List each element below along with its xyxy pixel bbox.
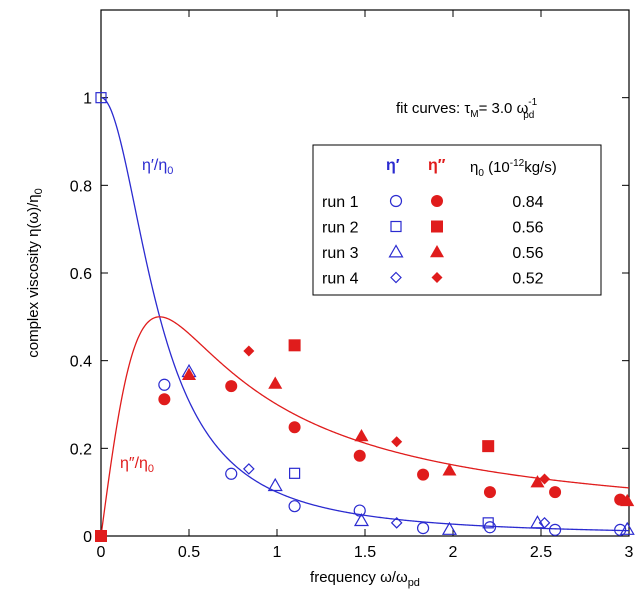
x-tick-label: 2.5 (530, 544, 552, 561)
circle-real-point (614, 523, 627, 536)
x-tick-label: 0 (97, 544, 106, 561)
triangle-real-point (441, 521, 458, 535)
x-tick-label: 2 (449, 544, 458, 561)
x-axis-title: frequency ω/ωpd (310, 569, 420, 589)
legend-marker-imag (431, 272, 443, 283)
legend-header-eta0: η0 (10-12kg/s) (470, 158, 557, 179)
legend-marker-real (390, 271, 402, 284)
triangle-real-point (267, 477, 283, 492)
imag-curve-label: η″/η0 (120, 455, 154, 475)
triangle-real-point (353, 512, 370, 527)
circle-real-point (225, 467, 238, 480)
legend-marker-imag (431, 195, 443, 207)
diamond-real-point (242, 463, 255, 475)
circle-real-point (158, 378, 171, 391)
legend-row-label: run 3 (322, 245, 359, 262)
circle-imag-point (549, 486, 562, 499)
circle-real-point (548, 523, 562, 536)
triangle-real-point (619, 521, 635, 535)
y-tick-label: 0.4 (70, 354, 92, 371)
legend-row-eta0: 0.84 (512, 194, 543, 211)
y-axis-title: complex viscosity η(ω)/η0 (25, 188, 45, 358)
triangle-imag-point (268, 376, 283, 389)
legend-row-label: run 2 (322, 220, 359, 237)
square-imag-point (95, 530, 107, 542)
legend-row-eta0: 0.56 (512, 245, 543, 262)
real-fit-curve (100, 97, 630, 532)
fit-note: fit curves: τM= 3.0 ω-1 pd (396, 97, 538, 121)
diamond-real-point (538, 517, 551, 529)
circle-imag-point (225, 380, 238, 393)
x-tick-label: 1.5 (354, 544, 376, 561)
x-tick-label: 3 (625, 544, 634, 561)
x-tick-label: 1 (273, 544, 282, 561)
circle-real-point (416, 522, 430, 535)
axis-ticks: 0 0.5 1 1.5 2 2.5 3 0 0.2 0.4 0.6 0.8 1 (70, 10, 634, 561)
circle-real-point (288, 500, 301, 513)
x-tick-label: 0.5 (178, 544, 200, 561)
y-tick-label: 0.8 (70, 178, 92, 195)
triangle-imag-point (530, 475, 545, 488)
legend-marker-real (390, 220, 402, 233)
legend-row-eta0: 0.56 (512, 220, 543, 237)
triangle-imag-point (354, 429, 369, 442)
real-curve-label: η′/η0 (142, 157, 173, 177)
legend-marker-imag (431, 220, 443, 233)
circle-imag-point (288, 421, 301, 434)
square-real-point (289, 467, 301, 479)
diamond-imag-point (243, 345, 255, 357)
circle-imag-point (158, 393, 171, 406)
data-markers (95, 92, 635, 542)
legend-header-real: η′ (386, 157, 400, 174)
circle-imag-point (417, 468, 430, 481)
y-tick-label: 0.2 (70, 441, 92, 458)
square-real-point (482, 517, 494, 529)
legend-marker-imag (430, 245, 444, 258)
square-imag-point (482, 440, 495, 453)
circle-imag-point (483, 486, 496, 499)
diamond-imag-point (539, 473, 551, 485)
y-tick-label: 0 (83, 529, 92, 546)
legend-row-eta0: 0.52 (512, 271, 543, 288)
imag-fit-curve (100, 316, 630, 537)
triangle-imag-point (620, 493, 635, 507)
circle-real-point (483, 521, 497, 534)
triangle-imag-point (182, 367, 196, 380)
legend-row-label: run 1 (322, 194, 359, 211)
legend-row-label: run 4 (322, 271, 359, 288)
y-tick-label: 0.6 (70, 266, 92, 283)
square-imag-point (288, 339, 301, 352)
legend-marker-real (389, 194, 403, 208)
diamond-real-point (390, 517, 403, 529)
legend-header-imag: η″ (428, 157, 446, 174)
legend-marker-real (388, 244, 404, 258)
legend-box (312, 144, 602, 296)
diamond-imag-point (391, 436, 403, 448)
legend-rows: run 1 0.84 run 2 0.56 run 3 0.56 run 4 0.52 (322, 194, 544, 288)
square-real-point (95, 92, 107, 104)
circle-imag-point (353, 449, 366, 462)
triangle-imag-point (442, 463, 457, 476)
y-tick-label: 1 (83, 91, 92, 108)
